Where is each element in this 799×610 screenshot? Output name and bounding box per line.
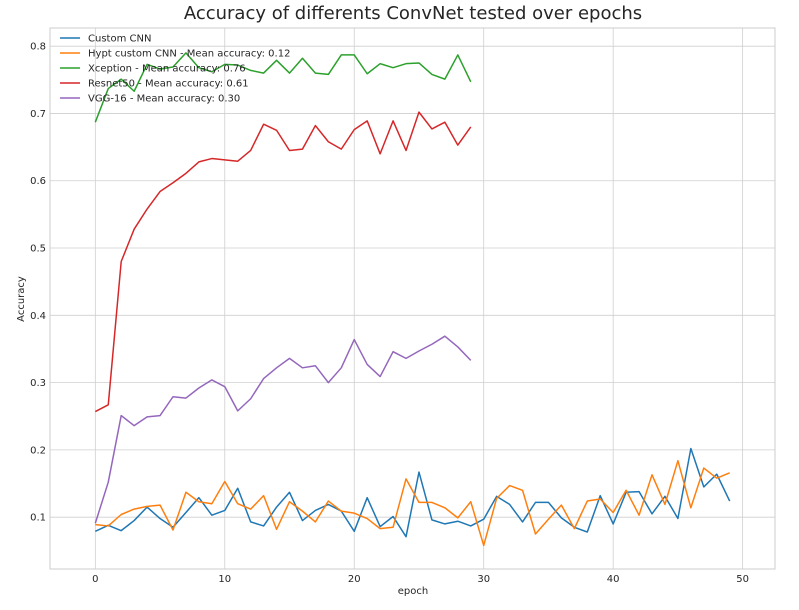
x-tick-label: 0 <box>92 574 98 585</box>
y-tick-label: 0.2 <box>30 445 46 456</box>
x-tick-label: 30 <box>477 574 490 585</box>
y-tick-label: 0.8 <box>30 42 46 53</box>
y-tick-label: 0.4 <box>30 311 46 322</box>
legend-label: Xception - Mean accuracy: 0.76 <box>88 64 246 75</box>
legend-label: Hypt custom CNN - Mean accuracy: 0.12 <box>88 49 290 60</box>
x-axis-label: epoch <box>398 586 428 597</box>
series-line-4 <box>94 111 472 413</box>
y-tick-label: 0.5 <box>30 244 46 255</box>
x-tick-label: 10 <box>218 574 231 585</box>
legend-label: Resnet50 - Mean accuracy: 0.61 <box>88 79 249 90</box>
y-tick-label: 0.3 <box>30 378 46 389</box>
legend-label: VGG-16 - Mean accuracy: 0.30 <box>88 94 240 105</box>
y-tick-label: 0.7 <box>30 109 46 120</box>
y-axis-label: Accuracy <box>16 276 27 322</box>
x-tick-label: 40 <box>607 574 620 585</box>
series-line-2 <box>95 459 730 547</box>
legend: Custom CNN Hypt custom CNN - Mean accurac… <box>60 34 290 105</box>
grid-lines <box>50 28 775 569</box>
x-tick-label: 50 <box>736 574 749 585</box>
series-line-3 <box>94 52 472 123</box>
y-tick-label: 0.6 <box>30 176 46 187</box>
series-line-5 <box>94 335 472 524</box>
series-line-1 <box>94 447 731 538</box>
chart-title: Accuracy of differents ConvNet tested ov… <box>184 3 642 24</box>
plot-area-frame <box>49 27 776 570</box>
tick-labels: 0 10 20 30 40 50 0.1 0.2 0.3 0.4 0.5 0.6 0.7 0.8 <box>30 42 749 585</box>
y-tick-label: 0.1 <box>30 513 46 524</box>
x-tick-label: 20 <box>348 574 361 585</box>
series-lines <box>94 52 731 547</box>
legend-label: Custom CNN <box>88 34 151 45</box>
